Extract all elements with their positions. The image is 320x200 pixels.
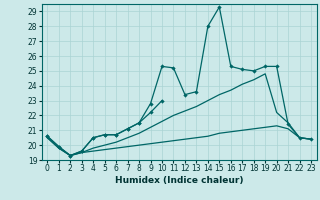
X-axis label: Humidex (Indice chaleur): Humidex (Indice chaleur) bbox=[115, 176, 244, 185]
